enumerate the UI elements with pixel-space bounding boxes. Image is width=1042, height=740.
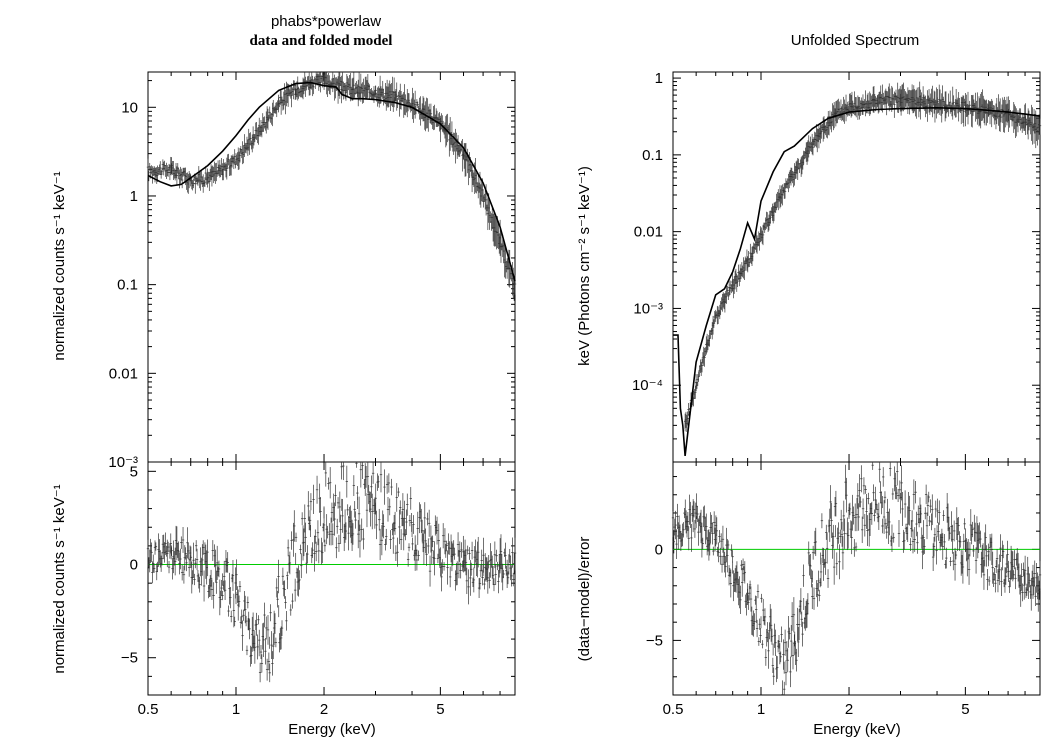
y-tick-label: 10⁻³ [633, 300, 663, 317]
x-tick-label: 0.5 [138, 701, 159, 718]
y-tick-label: 0.1 [117, 277, 138, 294]
left-subtitle: data and folded model [250, 33, 393, 49]
x-tick-label: 0.5 [663, 701, 684, 718]
plot-frame [672, 71, 1041, 463]
left-bottom-ylabel: normalized counts s⁻¹ keV⁻¹ [51, 484, 68, 673]
left-top-ylabel: normalized counts s⁻¹ keV⁻¹ [51, 171, 68, 360]
x-tick-label: 5 [961, 701, 969, 718]
y-tick-label: 1 [130, 188, 138, 205]
right-bottom-panel: 0.5 1 2 5 −5 0 [646, 461, 1042, 718]
folded-model-line [147, 81, 516, 282]
x-tick-label: 1 [232, 701, 240, 718]
left-top-panel: 10⁻³ 0.01 0.1 1 10 [108, 71, 517, 471]
left-title: phabs*powerlaw [271, 13, 381, 30]
right-bottom-ylabel: (data−model)/error [576, 537, 593, 662]
y-tick-label: 0 [655, 541, 663, 558]
left-bottom-panel: 0.5 1 2 5 −5 0 5 [121, 461, 517, 718]
x-tick-label: 1 [757, 701, 765, 718]
y-tick-label: 5 [130, 463, 138, 480]
y-tick-label: −5 [121, 650, 138, 667]
right-top-panel: 10⁻⁴ 10⁻³ 0.01 0.1 1 [632, 70, 1042, 463]
y-tick-label: −5 [646, 632, 663, 649]
y-tick-label: 0.01 [109, 365, 138, 382]
plot-frame [672, 461, 1041, 696]
y-tick-label: 10 [121, 99, 138, 116]
plot-frame [147, 71, 516, 463]
left-xlabel: Energy (keV) [288, 721, 376, 738]
y-tick-label: 10⁻³ [108, 454, 138, 471]
folded-model-line [673, 106, 1041, 456]
x-tick-label: 5 [436, 701, 444, 718]
y-tick-label: 10⁻⁴ [632, 377, 663, 394]
right-xlabel: Energy (keV) [813, 721, 901, 738]
y-tick-label: 1 [655, 70, 663, 87]
x-tick-label: 2 [845, 701, 853, 718]
y-tick-label: 0.01 [634, 224, 663, 241]
x-tick-label: 2 [320, 701, 328, 718]
y-tick-label: 0 [130, 557, 138, 574]
right-top-ylabel: keV (Photons cm⁻² s⁻¹ keV⁻¹) [576, 166, 593, 366]
right-title: Unfolded Spectrum [791, 32, 919, 49]
plot-frame [147, 461, 516, 696]
y-tick-label: 0.1 [642, 147, 663, 164]
